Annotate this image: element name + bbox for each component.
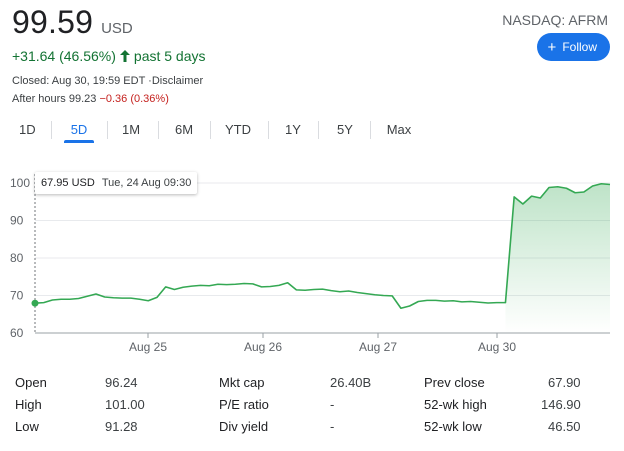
tab-ytd[interactable]: YTD — [225, 122, 251, 137]
currency-label: USD — [101, 20, 133, 37]
y-tick-label: 100 — [10, 176, 30, 190]
follow-button[interactable]: + Follow — [536, 33, 610, 61]
stat-value-52wk-low: 46.50 — [548, 419, 581, 434]
stat-label-open: Open — [15, 375, 47, 390]
tab-divider — [107, 121, 108, 139]
stat-label-pe-ratio: P/E ratio — [219, 397, 269, 412]
tab-divider — [318, 121, 319, 139]
stat-label-52wk-low: 52-wk low — [424, 419, 482, 434]
stat-value-52wk-high: 146.90 — [541, 397, 581, 412]
stat-value-pe-ratio: - — [330, 397, 335, 412]
stat-label-low: Low — [15, 419, 39, 434]
tab-divider — [268, 121, 269, 139]
tooltip-date: Tue, 24 Aug 09:30 — [101, 177, 192, 189]
tab-divider — [51, 121, 52, 139]
tab-max[interactable]: Max — [386, 122, 412, 137]
stat-label-52wk-high: 52-wk high — [424, 397, 487, 412]
tab-1d[interactable]: 1D — [19, 122, 36, 137]
hover-point-marker — [31, 299, 39, 307]
stat-label-div-yield: Div yield — [219, 419, 269, 434]
stat-value-open: 96.24 — [105, 375, 138, 390]
price-area-fill — [505, 183, 610, 333]
after-hours-row: After hours 99.23 −0.36 (0.36%) — [12, 93, 169, 105]
arrow-up-icon — [119, 50, 130, 62]
price-chart[interactable]: 60 70 80 90 100 Aug 25 Aug 26 Aug 27 Aug 30 — [0, 160, 624, 360]
tab-divider — [370, 121, 371, 139]
price-row: 99.59 USD — [12, 4, 133, 41]
tooltip-value: 67.95 USD — [41, 177, 95, 189]
tab-1y[interactable]: 1Y — [285, 122, 301, 137]
price-change: +31.64 (46.56%) — [12, 48, 116, 64]
tab-5y[interactable]: 5Y — [337, 122, 353, 137]
stat-value-prev-close: 67.90 — [548, 375, 581, 390]
after-hours-change: −0.36 (0.36%) — [99, 93, 169, 105]
stat-label-prev-close: Prev close — [424, 375, 485, 390]
y-tick-label: 90 — [10, 214, 24, 228]
x-tick-label: Aug 30 — [478, 340, 516, 354]
stat-value-div-yield: - — [330, 419, 335, 434]
y-tick-label: 70 — [10, 289, 24, 303]
current-price: 99.59 — [12, 4, 94, 40]
y-tick-label: 60 — [10, 326, 24, 340]
ticker-symbol: NASDAQ: AFRM — [502, 12, 608, 28]
x-tick-label: Aug 27 — [359, 340, 397, 354]
x-tick-label: Aug 26 — [244, 340, 282, 354]
tab-divider — [210, 121, 211, 139]
tab-divider — [158, 121, 159, 139]
price-line — [34, 182, 611, 310]
tab-1m[interactable]: 1M — [121, 122, 141, 137]
stat-label-high: High — [15, 397, 42, 412]
change-period: past 5 days — [133, 48, 206, 64]
active-tab-indicator — [64, 140, 94, 143]
stat-value-high: 101.00 — [105, 397, 145, 412]
tab-6m[interactable]: 6M — [174, 122, 194, 137]
chart-tooltip: 67.95 USD Tue, 24 Aug 09:30 — [35, 172, 198, 194]
time-range-tabs: 1D 5D 1M 6M YTD 1Y 5Y Max — [0, 116, 624, 146]
follow-button-label: Follow — [562, 40, 597, 54]
tab-5d[interactable]: 5D — [70, 122, 88, 137]
after-hours-price: After hours 99.23 — [12, 93, 97, 105]
y-tick-label: 80 — [10, 251, 24, 265]
stat-label-mkt-cap: Mkt cap — [219, 375, 265, 390]
x-tick-label: Aug 25 — [129, 340, 167, 354]
plus-icon: + — [547, 38, 557, 56]
stat-value-low: 91.28 — [105, 419, 138, 434]
stat-value-mkt-cap: 26.40B — [330, 375, 372, 390]
price-change-row: +31.64 (46.56%) past 5 days — [12, 48, 206, 64]
closed-status: Closed: Aug 30, 19:59 EDT ·Disclaimer — [12, 75, 204, 87]
